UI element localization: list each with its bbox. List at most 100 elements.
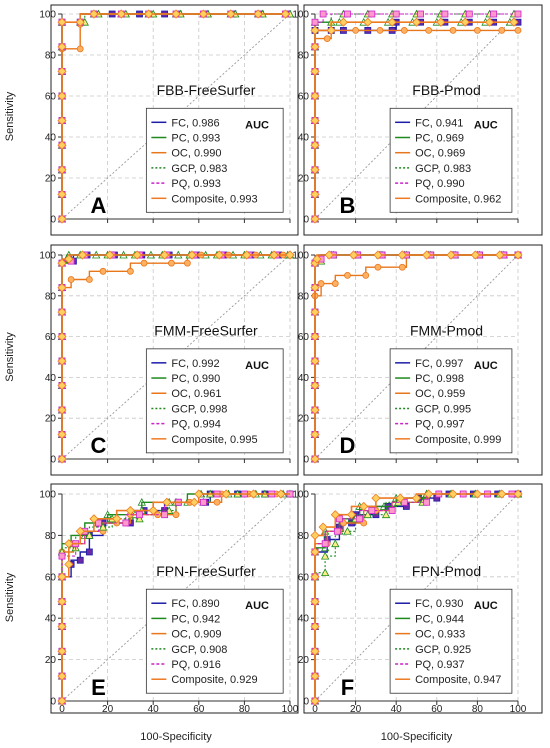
roc-curve-composite (310, 489, 523, 706)
data-point (187, 250, 197, 260)
data-point (310, 696, 320, 706)
legend-label-gcp: GCP, 0.983 (415, 163, 471, 175)
data-point (310, 189, 320, 199)
legend-label-oc: OC, 0.969 (415, 148, 465, 160)
legend-label-pc: PC, 0.993 (171, 133, 220, 145)
y-tick-label: 0 (50, 697, 56, 708)
roc-panel-c: 0 20 40 60 80 100 FMM-FreeSurfer AUC FC, 0.992 PC… (39, 244, 299, 476)
data-point (98, 522, 108, 531)
y-tick-label: 40 (298, 133, 310, 144)
legend-label-oc: OC, 0.909 (171, 629, 221, 641)
data-point (183, 259, 191, 267)
panel-title: FMM-Pmod (410, 323, 483, 339)
data-point (513, 489, 523, 499)
legend-label-oc: OC, 0.933 (415, 629, 465, 641)
data-point (310, 91, 320, 101)
data-point (392, 10, 400, 18)
data-point (333, 527, 341, 535)
data-point (57, 572, 67, 582)
data-point (162, 497, 172, 507)
data-point (425, 26, 433, 34)
legend-box (145, 107, 284, 213)
data-point (423, 498, 431, 506)
legend-label-pc: PC, 0.944 (415, 613, 464, 625)
y-tick-label: 20 (298, 655, 310, 666)
data-point (57, 597, 67, 607)
x-tick-label: 100 (510, 704, 527, 715)
roc-panel-f: 0 20 40 60 80 100 0 20 40 60 80 100 FPN-Pmod AUC FC, 0… (292, 483, 543, 715)
legend-box (389, 348, 513, 454)
data-point (248, 489, 259, 499)
data-point (57, 165, 67, 175)
x-tick-label: 0 (312, 704, 318, 715)
panel-letter: A (91, 193, 107, 218)
y-tick-label: 80 (298, 291, 310, 302)
legend-header: AUC (474, 119, 498, 131)
legend-header: AUC (474, 600, 498, 612)
data-point (323, 35, 331, 42)
data-point (75, 526, 85, 536)
data-point (140, 259, 148, 267)
data-point (310, 283, 320, 293)
data-point (310, 621, 320, 632)
legend: AUC FC, 0.941 PC, 0.969 OC, 0.969 GCP, 0.983… (389, 107, 513, 213)
data-point (77, 250, 88, 260)
data-point (324, 250, 334, 260)
legend-header: AUC (474, 360, 498, 372)
data-point (213, 498, 221, 506)
x-tick-label: 40 (148, 704, 160, 715)
data-point (498, 26, 506, 34)
y-tick-label: 0 (303, 215, 309, 226)
legend-box (389, 588, 513, 694)
data-point (57, 17, 67, 27)
data-point (168, 259, 175, 267)
y-tick-label: 40 (298, 614, 310, 625)
panel-title: FPN-Pmod (412, 563, 481, 579)
data-point (285, 250, 295, 260)
legend-label-pc: PC, 0.998 (415, 373, 464, 385)
data-point (57, 646, 67, 656)
y-tick-label: 60 (45, 332, 57, 343)
data-point (242, 250, 252, 260)
data-point (310, 42, 320, 52)
data-point (320, 543, 330, 552)
legend-label-fc: FC, 0.997 (415, 358, 463, 370)
data-point (335, 515, 343, 523)
legend: AUC FC, 0.997 PC, 0.998 OC, 0.959 GCP, 0.995… (389, 348, 513, 454)
legend-label-oc: OC, 0.990 (171, 148, 221, 160)
roc-panel-e: 0 20 40 60 80 100 0 20 40 60 80 100 FPN-FreeSurfer AU… (39, 483, 299, 715)
data-point (57, 671, 67, 681)
x-tick-label: 20 (350, 704, 362, 715)
data-point (253, 9, 263, 19)
data-point (64, 559, 74, 569)
y-axis-labels: Sensitivity Sensitivity Sensitivity (4, 91, 16, 622)
legend-label-oc: OC, 0.961 (171, 388, 221, 400)
legend-label-fc: FC, 0.986 (171, 117, 219, 129)
data-point (473, 26, 481, 34)
data-point (137, 497, 146, 506)
data-point (144, 9, 154, 19)
panel-title: FBB-Pmod (412, 82, 480, 98)
data-point (105, 250, 115, 260)
data-point (400, 26, 408, 34)
data-point (75, 17, 85, 27)
data-point (317, 280, 325, 287)
y-tick-label: 80 (298, 531, 310, 542)
data-point (85, 548, 93, 556)
data-point (310, 380, 320, 391)
legend-label-fc: FC, 0.941 (415, 117, 463, 129)
roc-line-oc (314, 254, 518, 459)
data-point (310, 116, 320, 126)
x-tick-label: 60 (431, 704, 443, 715)
x-tick-label: 0 (59, 704, 65, 715)
data-point (136, 511, 143, 519)
legend-label-gcp: GCP, 0.995 (415, 403, 471, 415)
data-point (388, 507, 396, 514)
panel-letter: F (341, 675, 354, 700)
data-point (310, 165, 320, 175)
data-point (397, 250, 407, 260)
data-point (122, 519, 130, 527)
data-point (171, 9, 181, 19)
data-point (310, 356, 320, 366)
data-point (199, 498, 207, 506)
